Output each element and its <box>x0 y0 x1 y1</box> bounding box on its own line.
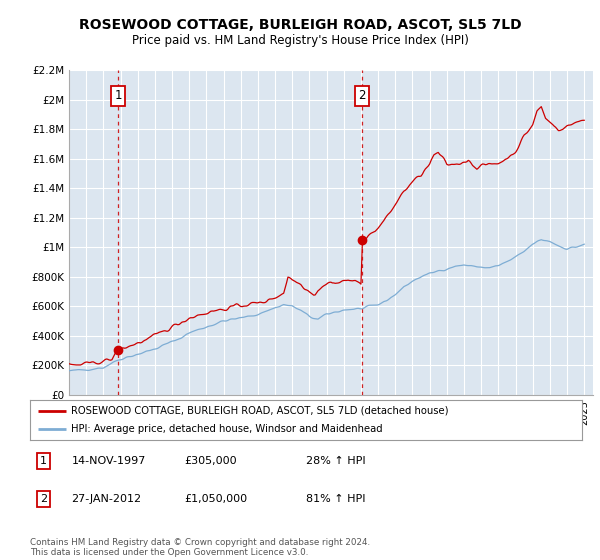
Text: Price paid vs. HM Land Registry's House Price Index (HPI): Price paid vs. HM Land Registry's House … <box>131 34 469 47</box>
Text: 1: 1 <box>115 90 122 102</box>
Text: 28% ↑ HPI: 28% ↑ HPI <box>306 456 365 466</box>
Text: ROSEWOOD COTTAGE, BURLEIGH ROAD, ASCOT, SL5 7LD (detached house): ROSEWOOD COTTAGE, BURLEIGH ROAD, ASCOT, … <box>71 406 449 416</box>
Text: ROSEWOOD COTTAGE, BURLEIGH ROAD, ASCOT, SL5 7LD: ROSEWOOD COTTAGE, BURLEIGH ROAD, ASCOT, … <box>79 18 521 32</box>
Text: 27-JAN-2012: 27-JAN-2012 <box>71 494 142 504</box>
Text: 14-NOV-1997: 14-NOV-1997 <box>71 456 146 466</box>
Text: 1: 1 <box>40 456 47 466</box>
Text: 81% ↑ HPI: 81% ↑ HPI <box>306 494 365 504</box>
Text: 2: 2 <box>40 494 47 504</box>
Text: Contains HM Land Registry data © Crown copyright and database right 2024.
This d: Contains HM Land Registry data © Crown c… <box>30 538 370 557</box>
Text: HPI: Average price, detached house, Windsor and Maidenhead: HPI: Average price, detached house, Wind… <box>71 424 383 434</box>
Text: £1,050,000: £1,050,000 <box>185 494 248 504</box>
Text: £305,000: £305,000 <box>185 456 237 466</box>
Text: 2: 2 <box>358 90 366 102</box>
